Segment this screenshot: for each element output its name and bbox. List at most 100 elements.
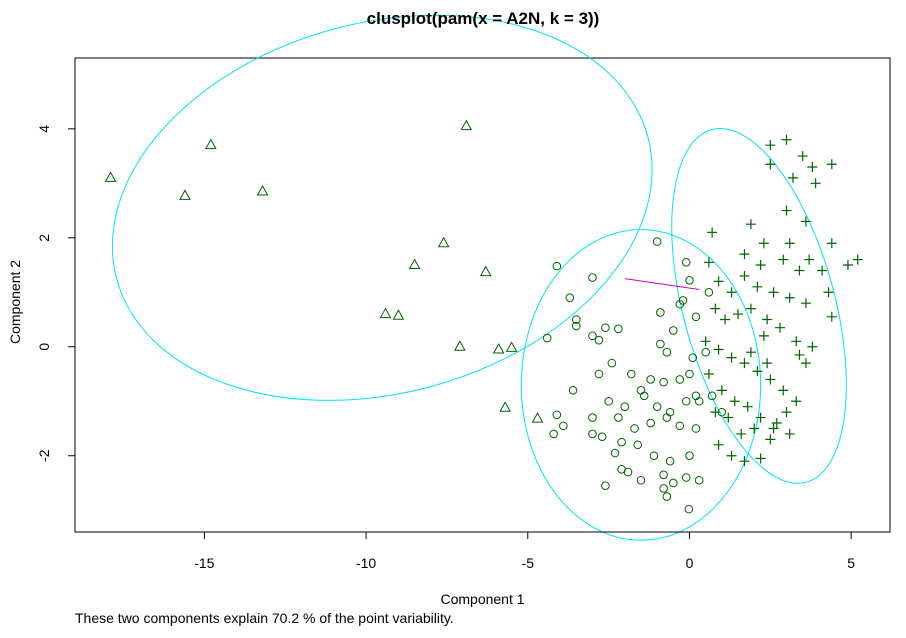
x-tick-label: -5 [522,555,535,571]
point-plus-72 [758,330,769,341]
point-triangle-15 [531,412,544,423]
point-plus-61 [736,428,747,439]
y-tick-label: 2 [36,234,52,242]
point-plus-1 [765,140,776,151]
point-plus-70 [762,358,773,369]
point-triangle-13 [505,341,518,352]
point-plus-36 [745,303,756,314]
point-circle-20 [607,358,617,368]
point-plus-33 [710,303,721,314]
point-plus-39 [791,336,802,347]
point-triangle-7 [437,236,450,248]
point-circle-66 [707,391,717,401]
point-circle-3 [652,237,662,246]
point-circle-17 [669,326,678,335]
point-plus-42 [700,336,711,347]
point-circle-9 [542,333,552,343]
point-circle-50 [610,448,620,458]
y-tick-label: 4 [36,125,52,133]
point-plus-18 [842,260,853,271]
point-plus-69 [781,407,792,418]
point-plus-71 [745,347,756,358]
x-tick-label: -10 [356,555,376,571]
point-circle-19 [662,347,672,357]
point-plus-4 [807,161,818,172]
point-plus-48 [778,385,789,396]
point-triangle-11 [454,340,466,351]
point-circle-35 [552,410,562,420]
point-plus-28 [752,281,763,292]
point-plus-57 [784,428,795,439]
point-triangle-6 [408,258,421,270]
cluster-ellipses [111,14,847,541]
point-triangle-3 [204,138,217,150]
point-circle-60 [617,465,626,474]
point-circle-16 [675,299,685,309]
point-plus-20 [755,260,766,271]
point-plus-2 [781,134,792,145]
point-plus-46 [752,366,763,377]
cluster-link-1 [624,278,700,291]
point-plus-13 [758,238,769,249]
point-plus-26 [726,287,737,298]
point-plus-25 [713,276,724,287]
point-circle-59 [601,481,610,490]
x-tick-label: 0 [686,555,694,571]
point-plus-54 [742,401,753,412]
data-points [104,119,863,514]
point-plus-22 [794,265,805,276]
point-circle-26 [594,369,604,379]
point-plus-68 [771,418,782,429]
point-circle-56 [694,475,704,485]
point-circle-21 [626,369,636,379]
point-plus-5 [765,159,776,170]
point-circle-33 [604,396,613,406]
point-plus-45 [739,358,750,369]
point-plus-37 [762,314,773,325]
point-circle-12 [656,308,665,317]
point-circle-25 [568,386,578,395]
point-circle-52 [636,475,646,485]
y-tick-label: 0 [36,343,52,351]
point-plus-50 [800,358,811,369]
point-circle-13 [681,258,691,267]
point-circle-27 [636,386,646,395]
point-circle-61 [588,429,597,439]
y-tick-label: -2 [36,449,52,462]
point-circle-71 [684,504,694,514]
point-plus-10 [745,219,756,230]
point-circle-30 [675,375,685,384]
x-axis-label: Component 1 [440,591,525,607]
point-circle-1 [552,261,562,271]
point-plus-47 [765,374,776,385]
point-circle-63 [675,421,685,431]
point-circle-48 [665,456,675,466]
point-plus-56 [768,423,779,434]
point-circle-70 [694,396,704,406]
point-circle-58 [662,492,672,501]
point-plus-12 [800,216,811,227]
point-circle-31 [685,369,694,379]
point-plus-32 [823,287,834,298]
point-circle-44 [597,432,607,441]
point-circle-2 [588,273,597,282]
point-circle-18 [656,339,665,349]
point-triangle-9 [379,307,392,319]
point-circle-55 [681,473,691,482]
point-circle-39 [630,424,639,433]
point-circle-54 [669,478,678,488]
point-plus-49 [791,396,802,407]
point-plus-23 [817,265,828,276]
point-circle-37 [559,421,568,431]
point-plus-8 [826,159,837,170]
point-circle-32 [620,402,630,411]
point-plus-44 [726,352,737,363]
point-circle-28 [652,402,662,411]
point-circle-10 [588,331,597,341]
point-circle-65 [701,347,710,357]
x-axis: -15 -10 -5 0 5 [194,531,855,571]
chart-subtitle: These two components explain 70.2 % of t… [75,610,454,626]
cluster-ellipse-2 [520,229,762,541]
point-plus-64 [713,439,724,450]
